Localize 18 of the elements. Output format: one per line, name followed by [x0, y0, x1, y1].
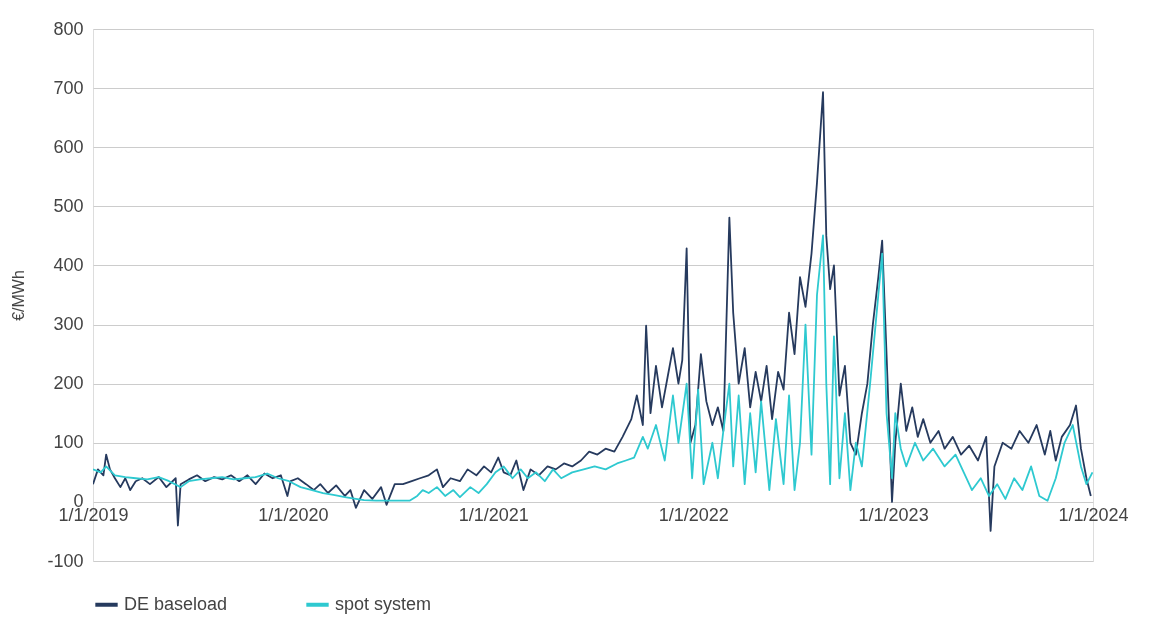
y-tick-label: 400 — [53, 254, 84, 275]
y-tick-label: -100 — [47, 550, 84, 571]
y-tick-label: 500 — [53, 195, 84, 216]
legend-label: DE baseload — [124, 593, 228, 614]
x-tick-label: 1/1/2021 — [458, 504, 529, 525]
x-tick-label: 1/1/2023 — [858, 504, 929, 525]
x-tick-label: 1/1/2022 — [658, 504, 729, 525]
y-tick-label: 200 — [53, 373, 84, 394]
y-tick-label: 300 — [53, 314, 84, 335]
x-tick-label: 1/1/2020 — [258, 504, 329, 525]
y-tick-label: 100 — [53, 432, 84, 453]
x-tick-label: 1/1/2024 — [1058, 504, 1129, 525]
y-tick-label: 800 — [53, 18, 84, 39]
y-tick-label: 700 — [53, 77, 84, 98]
line-series — [93, 234, 1093, 502]
y-axis-title: €/MWh — [10, 270, 28, 321]
y-tick-label: 600 — [53, 136, 84, 157]
legend-label: spot system — [335, 593, 432, 614]
